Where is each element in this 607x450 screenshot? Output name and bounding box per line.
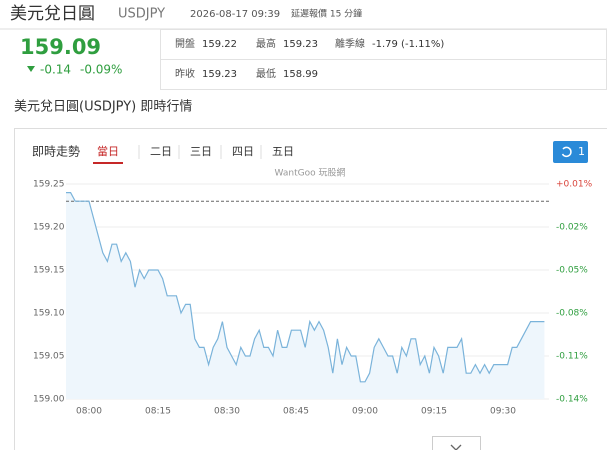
watermark: WantGoo 玩股網: [275, 167, 346, 179]
symbol: USDJPY: [118, 7, 165, 22]
refresh-icon: [561, 146, 572, 158]
tab[interactable]: 二日: [150, 145, 172, 158]
chart-label: 即時走勢: [32, 144, 80, 159]
tab-underline: [93, 162, 123, 164]
stat-label: 最低: [256, 67, 276, 80]
change: -0.14: [40, 63, 71, 77]
change-pct: -0.09%: [80, 63, 122, 77]
y2-tick-label: -0.11%: [556, 352, 588, 362]
y2-tick-label: -0.08%: [556, 309, 588, 319]
stat-label: 最高: [256, 37, 276, 50]
down-arrow: [27, 66, 35, 72]
y-tick-label: 159.20: [33, 223, 65, 233]
x-tick-label: 09:30: [490, 407, 516, 417]
tab[interactable]: 三日: [190, 145, 212, 158]
y2-tick-label: -0.14%: [556, 395, 588, 405]
y-tick-label: 159.10: [33, 309, 65, 319]
tabs: 當日 二日 三日 四日 五日: [93, 145, 294, 164]
y-tick-label: 159.00: [33, 395, 65, 405]
stat-label: 離季線: [335, 37, 365, 50]
stat-value: 159.23: [202, 69, 237, 80]
price-line: [66, 192, 545, 383]
tab[interactable]: 當日: [97, 145, 119, 158]
y-tick-label: 159.15: [33, 266, 65, 276]
plot: 159.00 159.05 159.10 159.15 159.20 159.25 +0.0…: [33, 180, 593, 417]
x-tick-label: 08:00: [76, 407, 102, 417]
chevron: [450, 444, 462, 450]
stat-label: 昨收: [175, 67, 195, 80]
x-tick-label: 09:15: [421, 407, 447, 417]
y-tick-label: 159.05: [33, 352, 65, 362]
y2-tick-label: -0.05%: [556, 266, 588, 276]
stat-value: 159.22: [202, 39, 237, 50]
y-tick-label: 159.25: [33, 180, 65, 190]
x-tick-label: 08:45: [283, 407, 309, 417]
instrument-name: 美元兌日圓: [10, 4, 95, 24]
x-tick-label: 08:30: [214, 407, 240, 417]
tab[interactable]: 四日: [232, 145, 254, 158]
section-title: 美元兌日圓(USDJPY) 即時行情: [14, 100, 192, 115]
refresh-count: 1: [578, 145, 585, 158]
collapse-tab[interactable]: [432, 436, 481, 450]
stats: 開盤 159.22 最高 159.23 離季線 -1.79 (-1.11%) 昨收 159.2…: [175, 37, 444, 80]
y2-tick-label: +0.01%: [556, 180, 593, 190]
delay-note: 延遲報價 15 分鐘: [291, 8, 362, 20]
area: [66, 192, 545, 399]
stat-value: 159.23: [283, 39, 318, 50]
stat-label: 開盤: [175, 37, 195, 50]
x-tick-label: 08:15: [145, 407, 171, 417]
quote-time: 2026-08-17 09:39: [190, 9, 280, 20]
tab[interactable]: 五日: [272, 145, 294, 158]
chart-panel: [14, 128, 607, 450]
y2-tick-label: -0.02%: [556, 223, 588, 233]
x-tick-label: 09:00: [352, 407, 378, 417]
stat-value: 158.99: [283, 69, 318, 80]
stat-value: -1.79 (-1.11%): [372, 39, 444, 50]
price: 159.09: [20, 35, 101, 59]
